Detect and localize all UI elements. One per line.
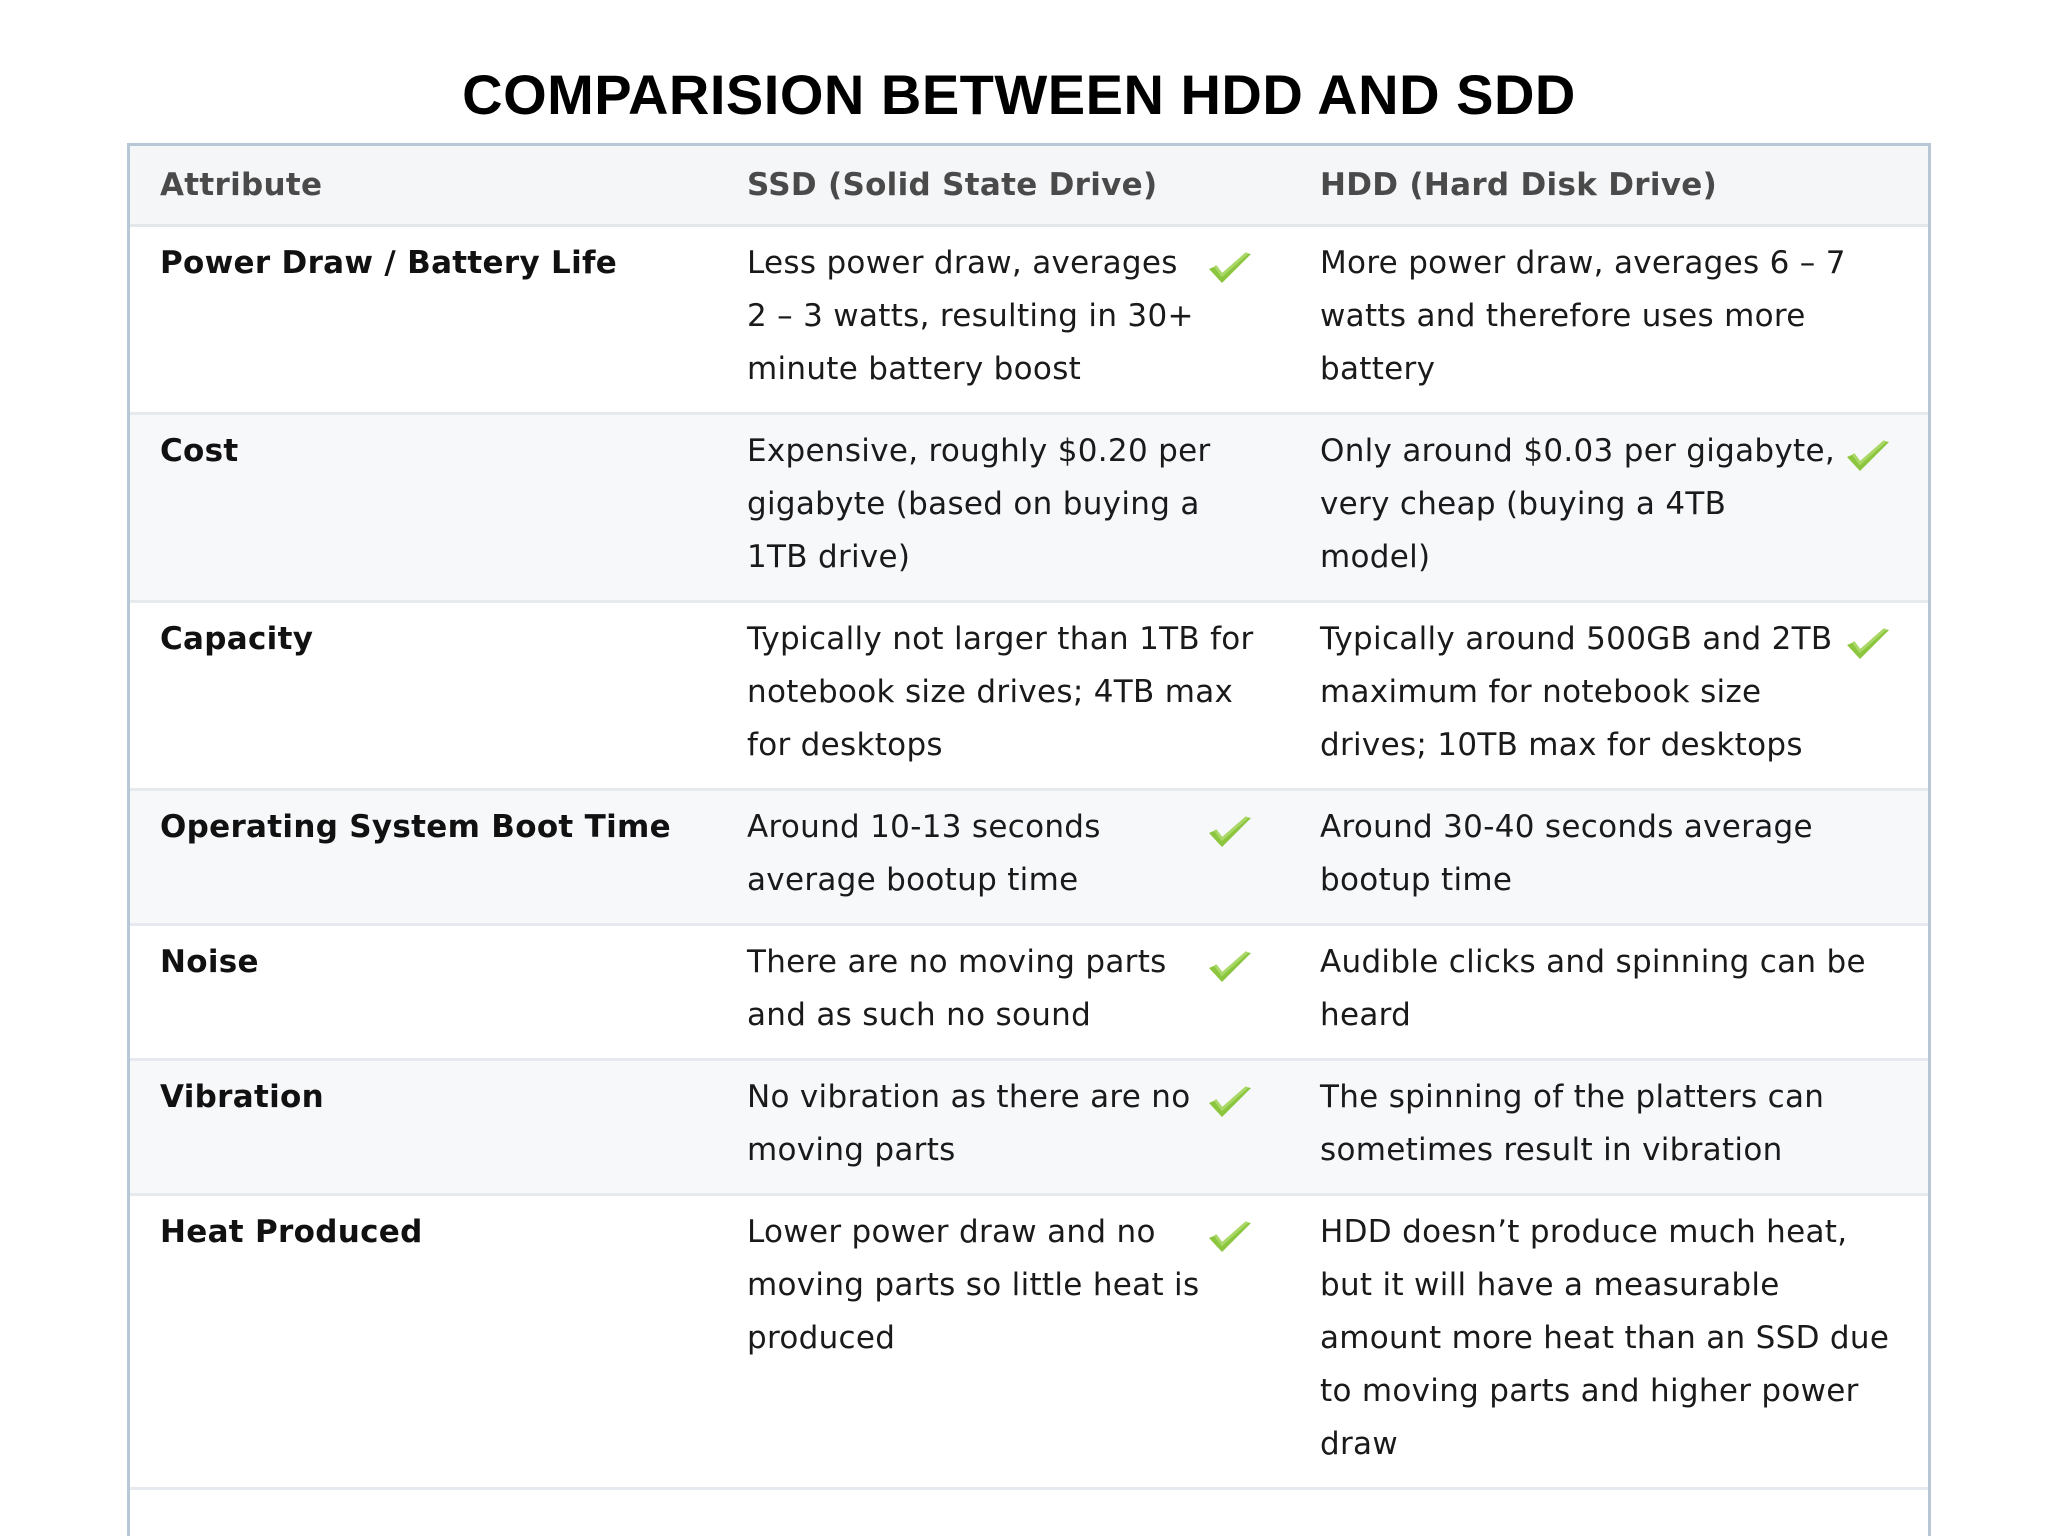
checkmark-icon — [1206, 1218, 1254, 1258]
table-header-row: Attribute SSD (Solid State Drive) HDD (H… — [130, 146, 1928, 227]
ssd-cell-text: Expensive, roughly $0.20 per gigabyte (b… — [747, 433, 1211, 575]
ssd-cell-text: No vibration as there are no moving part… — [747, 1079, 1191, 1168]
header-hdd: HDD (Hard Disk Drive) — [1290, 146, 1928, 227]
attribute-cell: Noise — [130, 924, 717, 1061]
table-row: Operating System Boot Time Around 10-13 s… — [130, 789, 1928, 926]
hdd-cell: More power draw, averages 6 – 7 watts an… — [1290, 225, 1928, 415]
checkmark-icon — [1206, 1083, 1254, 1123]
header-attribute: Attribute — [130, 146, 717, 227]
checkmark-icon — [1206, 813, 1254, 853]
ssd-cell: Around 10-13 seconds average bootup time — [717, 789, 1290, 926]
hdd-cell: Only around $0.03 per gigabyte, very che… — [1290, 413, 1928, 603]
ssd-cell-text: Typically not larger than 1TB for notebo… — [747, 621, 1254, 763]
ssd-cell: There are no moving parts and as such no… — [717, 924, 1290, 1061]
hdd-cell-text: Only around $0.03 per gigabyte, very che… — [1320, 433, 1836, 575]
attribute-cell: Heat Produced — [130, 1194, 717, 1490]
comparison-table: Attribute SSD (Solid State Drive) HDD (H… — [130, 146, 1928, 1490]
comparison-table-container: Attribute SSD (Solid State Drive) HDD (H… — [127, 143, 1931, 1536]
attribute-cell: Capacity — [130, 601, 717, 791]
table-row: Capacity Typically not larger than 1TB fo… — [130, 601, 1928, 791]
attribute-cell: Cost — [130, 413, 717, 603]
hdd-cell: Around 30-40 seconds average bootup time — [1290, 789, 1928, 926]
table-row: Cost Expensive, roughly $0.20 per gigabyt… — [130, 413, 1928, 603]
attribute-cell: Power Draw / Battery Life — [130, 225, 717, 415]
hdd-cell-text: Typically around 500GB and 2TB maximum f… — [1320, 621, 1833, 763]
table-row: Power Draw / Battery Life Less power draw… — [130, 225, 1928, 415]
hdd-cell-text: Around 30-40 seconds average bootup time — [1320, 809, 1813, 898]
hdd-cell-text: HDD doesn’t produce much heat, but it wi… — [1320, 1214, 1890, 1462]
checkmark-icon — [1206, 948, 1254, 988]
table-row: Vibration No vibration as there are no mo… — [130, 1059, 1928, 1196]
checkmark-icon — [1844, 625, 1892, 665]
header-ssd: SSD (Solid State Drive) — [717, 146, 1290, 227]
hdd-cell: HDD doesn’t produce much heat, but it wi… — [1290, 1194, 1928, 1490]
table-row: Noise There are no moving parts and as su… — [130, 924, 1928, 1061]
ssd-cell-text: There are no moving parts and as such no… — [747, 944, 1167, 1033]
page-title: COMPARISION BETWEEN HDD AND SDD — [462, 63, 1576, 126]
hdd-cell-text: More power draw, averages 6 – 7 watts an… — [1320, 245, 1846, 387]
ssd-cell: No vibration as there are no moving part… — [717, 1059, 1290, 1196]
checkmark-icon — [1844, 437, 1892, 477]
table-body: Power Draw / Battery Life Less power draw… — [130, 225, 1928, 1490]
hdd-cell-text: The spinning of the platters can sometim… — [1320, 1079, 1825, 1168]
checkmark-icon — [1206, 249, 1254, 289]
table-row: Heat Produced Lower power draw and no mov… — [130, 1194, 1928, 1490]
ssd-cell: Typically not larger than 1TB for notebo… — [717, 601, 1290, 791]
hdd-cell: Typically around 500GB and 2TB maximum f… — [1290, 601, 1928, 791]
ssd-cell: Expensive, roughly $0.20 per gigabyte (b… — [717, 413, 1290, 603]
ssd-cell: Lower power draw and no moving parts so … — [717, 1194, 1290, 1490]
ssd-cell-text: Around 10-13 seconds average bootup time — [747, 809, 1101, 898]
ssd-cell-text: Less power draw, averages 2 – 3 watts, r… — [747, 245, 1194, 387]
hdd-cell-text: Audible clicks and spinning can be heard — [1320, 944, 1866, 1033]
ssd-cell: Less power draw, averages 2 – 3 watts, r… — [717, 225, 1290, 415]
hdd-cell: The spinning of the platters can sometim… — [1290, 1059, 1928, 1196]
ssd-cell-text: Lower power draw and no moving parts so … — [747, 1214, 1200, 1356]
attribute-cell: Vibration — [130, 1059, 717, 1196]
attribute-cell: Operating System Boot Time — [130, 789, 717, 926]
hdd-cell: Audible clicks and spinning can be heard — [1290, 924, 1928, 1061]
